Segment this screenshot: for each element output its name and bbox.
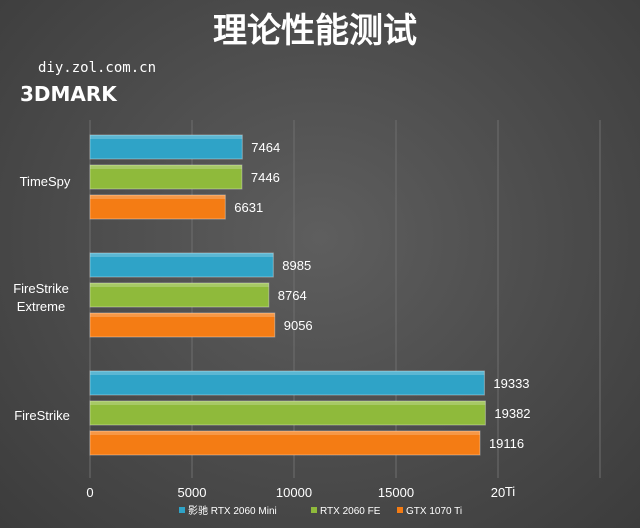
bar <box>89 312 276 338</box>
watermark-text: diy.zol.com.cn <box>38 60 156 76</box>
data-label: 19382 <box>494 406 530 421</box>
bars <box>89 134 486 456</box>
legend-label: 影驰 RTX 2060 Mini <box>188 504 277 517</box>
bar-highlight <box>90 431 480 435</box>
bar-highlight <box>90 195 226 199</box>
bar <box>89 282 270 308</box>
x-tick-label: 0 <box>86 485 93 500</box>
legend-swatch <box>179 507 185 513</box>
data-label: 9056 <box>284 318 313 333</box>
legend: 影驰 RTX 2060 Mini RTX 2060 FE GTX 1070 Ti <box>179 504 462 517</box>
data-label: 6631 <box>234 200 263 215</box>
overlap-text: Ti <box>505 484 515 499</box>
x-tick-label: 10000 <box>276 485 312 500</box>
bar <box>89 430 481 456</box>
chart-subtitle: 3DMARK <box>20 82 118 106</box>
data-label: 7464 <box>251 140 280 155</box>
chart-title: 理论性能测试 <box>213 11 417 51</box>
category-label: TimeSpy <box>20 174 71 189</box>
data-label: 7446 <box>251 170 280 185</box>
category-label: Extreme <box>17 299 65 314</box>
legend-swatch <box>311 507 317 513</box>
x-tick-label: 20 <box>491 485 505 500</box>
bar <box>89 164 243 190</box>
legend-swatch <box>397 507 403 513</box>
bar <box>89 134 243 160</box>
data-label: 19333 <box>493 376 529 391</box>
legend-label: GTX 1070 Ti <box>406 506 462 517</box>
labels: 0 5000 10000 15000 20 Ti 7464 7446 6631 8985 8764 9… <box>13 140 530 500</box>
bar <box>89 252 274 278</box>
bar-highlight <box>90 401 486 405</box>
category-label: FireStrike <box>13 281 69 296</box>
bar-highlight <box>90 283 269 287</box>
bar <box>89 370 485 396</box>
bar-highlight <box>90 165 242 169</box>
legend-label: RTX 2060 FE <box>320 506 381 517</box>
data-label: 8764 <box>278 288 307 303</box>
category-label: FireStrike <box>14 408 70 423</box>
bar <box>89 194 226 220</box>
bar <box>89 400 486 426</box>
bar-highlight <box>90 135 243 139</box>
x-tick-label: 15000 <box>378 485 414 500</box>
data-label: 19116 <box>489 436 524 451</box>
x-tick-label: 5000 <box>178 485 207 500</box>
bar-highlight <box>90 371 485 375</box>
bar-highlight <box>90 313 275 317</box>
data-label: 8985 <box>282 258 311 273</box>
bar-highlight <box>90 253 274 257</box>
